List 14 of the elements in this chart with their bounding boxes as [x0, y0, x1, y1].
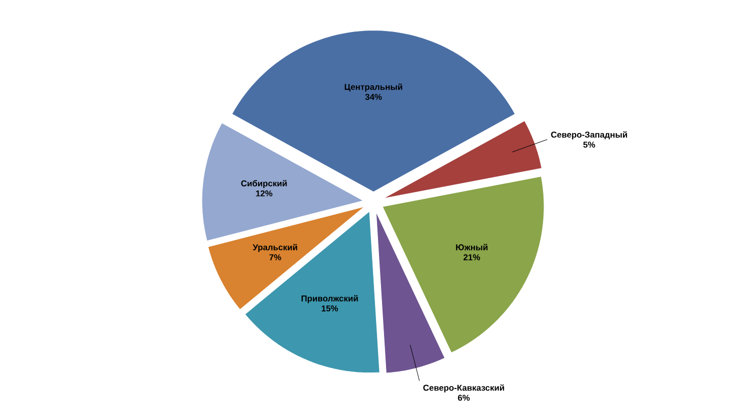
data-label: 7% [269, 254, 282, 260]
data-label: 5% [583, 142, 596, 148]
slice-label: Северо-Кавказский [423, 384, 504, 392]
slice-label: Северо-Западный [551, 131, 628, 140]
slice-label: Южный [456, 244, 488, 250]
slice-label: Центральный [344, 83, 402, 92]
data-label: 6% [458, 394, 470, 401]
data-label: 15% [322, 305, 338, 312]
data-label: 34% [365, 94, 382, 100]
slice-label: Уральский [252, 244, 298, 252]
slice-label: Сибирский [241, 180, 287, 188]
data-label: 12% [256, 190, 272, 196]
slice-label: Приволжский [302, 294, 358, 304]
data-label: 21% [464, 254, 480, 260]
